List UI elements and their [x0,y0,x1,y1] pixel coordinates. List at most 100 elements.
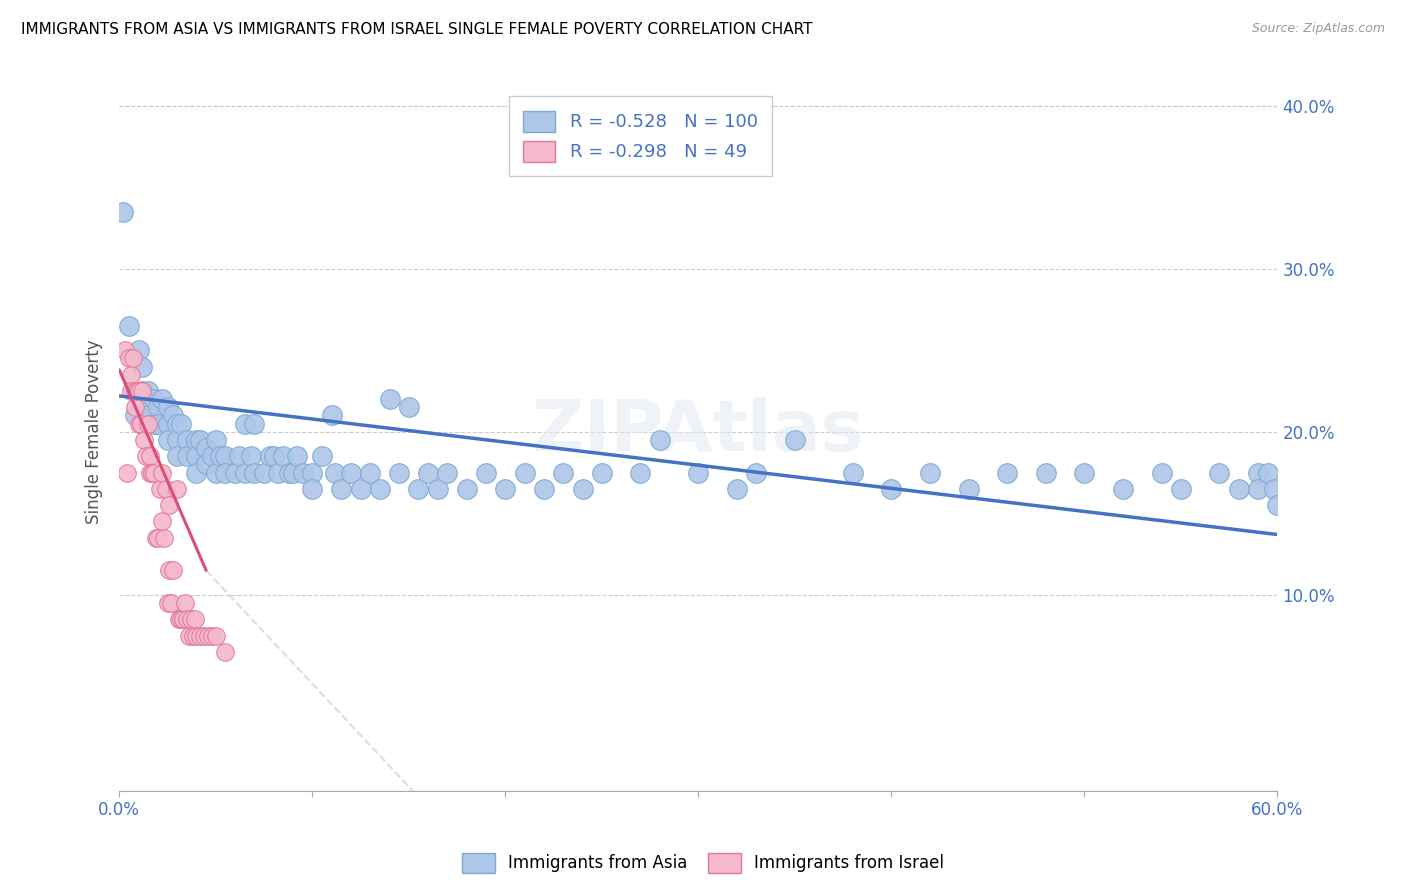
Point [128,384,150,398]
Point [176,449,198,463]
Point [136,409,159,423]
Point [159,563,181,577]
Point [160,596,183,610]
Point [398,401,420,415]
Point [340,466,363,480]
Text: IMMIGRANTS FROM ASIA VS IMMIGRANTS FROM ISRAEL SINGLE FEMALE POVERTY CORRELATION: IMMIGRANTS FROM ASIA VS IMMIGRANTS FROM … [21,22,813,37]
Point [648,433,671,447]
Point [195,458,218,472]
Point [136,417,159,431]
Point [156,417,179,431]
Point [281,466,304,480]
Point [368,482,391,496]
Point [311,449,333,463]
Point [150,515,173,529]
Point [591,466,613,480]
Point [166,449,188,463]
Point [146,401,169,415]
Point [628,466,651,480]
Point [167,612,190,626]
Point [159,498,181,512]
Point [188,629,211,643]
Point [725,482,748,496]
Point [143,392,166,407]
Point [162,563,184,577]
Point [149,482,172,496]
Point [204,466,226,480]
Point [131,384,153,398]
Point [214,449,236,463]
Point [214,645,236,659]
Point [124,384,146,398]
Point [145,531,167,545]
Point [359,466,381,480]
Point [174,596,197,610]
Point [136,384,159,398]
Point [141,466,163,480]
Point [745,466,768,480]
Point [170,612,193,626]
Point [208,449,231,463]
Point [186,449,208,463]
Point [181,629,204,643]
Point [136,401,159,415]
Point [129,417,152,431]
Point [131,384,153,398]
Point [143,417,166,431]
Point [146,531,169,545]
Point [146,417,169,431]
Point [1170,482,1192,496]
Point [156,596,179,610]
Point [291,466,314,480]
Point [259,449,281,463]
Point [201,629,224,643]
Point [128,343,150,358]
Point [301,482,323,496]
Point [193,629,215,643]
Point [1257,466,1279,480]
Point [120,368,142,382]
Point [688,466,710,480]
Point [1208,466,1230,480]
Point [112,204,135,219]
Point [408,482,430,496]
Point [139,466,162,480]
Point [214,466,236,480]
Point [263,449,285,463]
Point [131,359,153,374]
Point [1035,466,1057,480]
Point [995,466,1018,480]
Point [266,466,288,480]
Point [416,466,439,480]
Point [494,482,516,496]
Point [224,466,246,480]
Point [118,318,141,333]
Point [426,482,449,496]
Point [139,449,162,463]
Point [186,466,208,480]
Point [156,433,179,447]
Point [195,441,218,455]
Point [166,417,188,431]
Point [128,417,150,431]
Point [170,417,193,431]
Point [1073,466,1095,480]
Point [301,466,323,480]
Point [204,433,226,447]
Point [1150,466,1173,480]
Point [783,433,806,447]
Point [176,612,198,626]
Point [152,531,174,545]
Point [330,482,353,496]
Point [115,466,138,480]
Point [513,466,536,480]
Point [166,433,188,447]
Point [436,466,458,480]
Point [349,482,371,496]
Point [183,612,205,626]
Point [253,466,276,480]
Point [325,466,347,480]
Text: Source: ZipAtlas.com: Source: ZipAtlas.com [1251,22,1385,36]
Point [121,351,143,366]
Point [124,401,146,415]
